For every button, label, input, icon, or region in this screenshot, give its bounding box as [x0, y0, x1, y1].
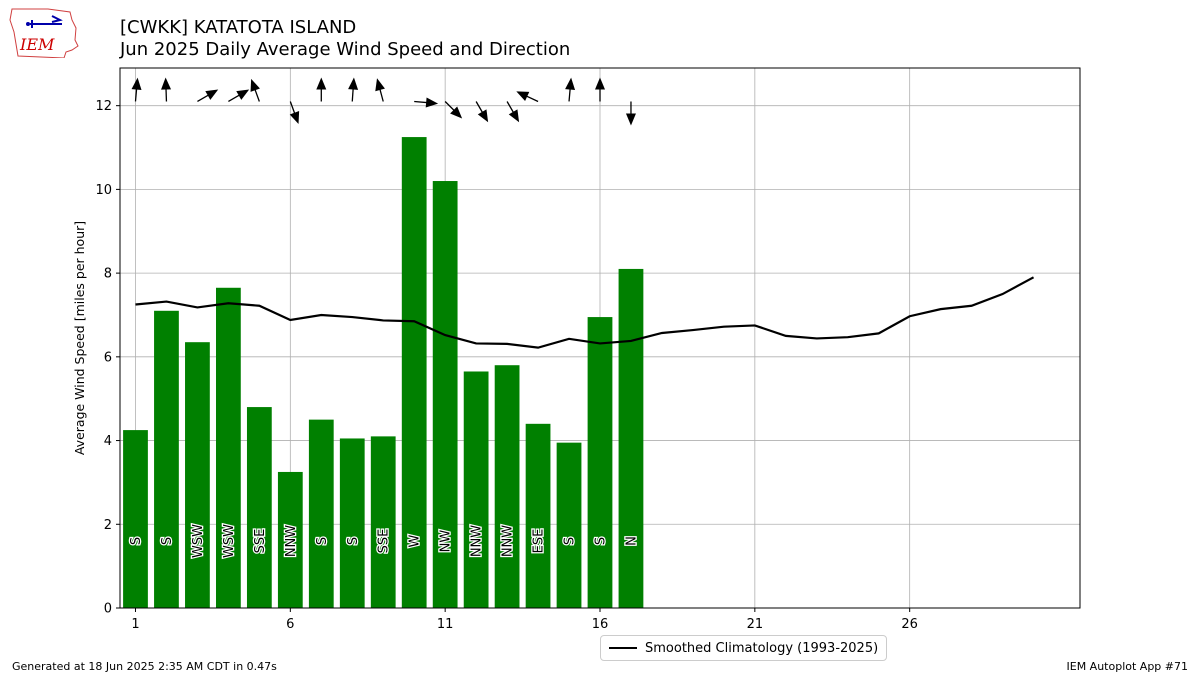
direction-label: WSW	[222, 524, 237, 558]
direction-label: S	[594, 537, 609, 545]
x-tick-label: 26	[901, 617, 918, 632]
direction-label: ESE	[532, 529, 547, 554]
y-tick-label: 4	[104, 434, 112, 449]
direction-label: SSE	[253, 529, 268, 554]
legend: Smoothed Climatology (1993-2025)	[600, 635, 888, 661]
y-axis: 0 2 4 6 8 10 12	[95, 99, 120, 617]
direction-arrow	[228, 89, 250, 103]
y-tick-label: 6	[104, 350, 112, 365]
bar	[339, 438, 365, 608]
bar	[154, 310, 179, 608]
x-tick-label: 16	[592, 617, 609, 632]
legend-label: Smoothed Climatology (1993-2025)	[645, 640, 879, 656]
direction-arrow	[565, 77, 576, 102]
direction-label: S	[160, 537, 175, 545]
direction-arrow	[197, 89, 219, 103]
chart-title: [CWKK] KATATOTA ISLAND Jun 2025 Daily Av…	[120, 17, 570, 61]
direction-label: S	[563, 537, 578, 545]
direction-arrow	[414, 97, 439, 108]
y-tick-label: 2	[104, 518, 112, 533]
direction-arrow	[595, 77, 605, 102]
x-tick-label: 11	[437, 617, 454, 632]
bar	[123, 430, 148, 608]
climatology-line	[135, 276, 1035, 349]
direction-arrow	[506, 101, 520, 123]
direction-label: WSW	[191, 524, 206, 558]
bar	[587, 317, 613, 608]
bar	[432, 181, 458, 608]
title-line-2: Jun 2025 Daily Average Wind Speed and Di…	[120, 39, 571, 60]
direction-arrow	[250, 78, 260, 102]
direction-label: S	[315, 537, 330, 545]
bar	[185, 342, 210, 608]
bar	[494, 365, 520, 608]
bar	[525, 423, 551, 608]
direction-arrow	[444, 101, 463, 119]
x-axis: 1 6 11 16 21 26	[131, 608, 918, 632]
bar-series	[123, 137, 644, 608]
x-tick-label: 21	[747, 617, 764, 632]
y-axis-label: Average Wind Speed [miles per hour]	[72, 221, 87, 455]
direction-arrow	[131, 77, 142, 102]
direction-arrow	[475, 101, 489, 123]
direction-arrow	[516, 91, 539, 103]
direction-arrows	[131, 77, 636, 126]
legend-line-swatch	[609, 647, 637, 649]
direction-arrow	[289, 101, 300, 125]
y-tick-label: 10	[95, 183, 112, 198]
bar	[370, 436, 396, 608]
bar	[618, 268, 644, 608]
x-tick-label: 1	[131, 617, 139, 632]
climatology-series	[135, 276, 1035, 349]
direction-arrow	[625, 101, 636, 126]
generated-note: Generated at 18 Jun 2025 2:35 AM CDT in …	[12, 660, 277, 673]
y-tick-label: 0	[104, 602, 112, 617]
direction-arrow	[348, 77, 359, 102]
bar	[308, 419, 334, 608]
bar	[277, 471, 303, 608]
direction-label: NNW	[470, 525, 485, 557]
direction-label: NW	[439, 530, 454, 553]
bar	[216, 287, 241, 608]
direction-arrow	[316, 77, 327, 102]
direction-arrow	[375, 78, 385, 102]
y-tick-label: 8	[104, 267, 112, 282]
direction-label: SSE	[377, 529, 392, 554]
direction-label: NNW	[284, 525, 299, 557]
direction-label: S	[129, 537, 144, 545]
direction-labels: S S WSW WSW SSE NNW S S SSE W NW NNW NNW ESE S S N	[128, 523, 641, 560]
x-tick-label: 6	[286, 617, 294, 632]
bar	[246, 407, 272, 608]
bar	[556, 442, 582, 608]
title-line-1: [CWKK] KATATOTA ISLAND	[120, 17, 357, 38]
y-tick-label: 12	[95, 99, 112, 114]
bar	[401, 137, 427, 608]
direction-label: S	[346, 537, 361, 545]
direction-arrow	[161, 77, 172, 102]
direction-label: NNW	[501, 525, 516, 557]
bar	[463, 371, 489, 608]
iem-logo: IEM	[9, 8, 79, 58]
direction-label: W	[408, 534, 423, 547]
app-note: IEM Autoplot App #71	[1066, 660, 1189, 673]
logo-text: IEM	[19, 35, 55, 54]
direction-label: N	[624, 536, 639, 546]
